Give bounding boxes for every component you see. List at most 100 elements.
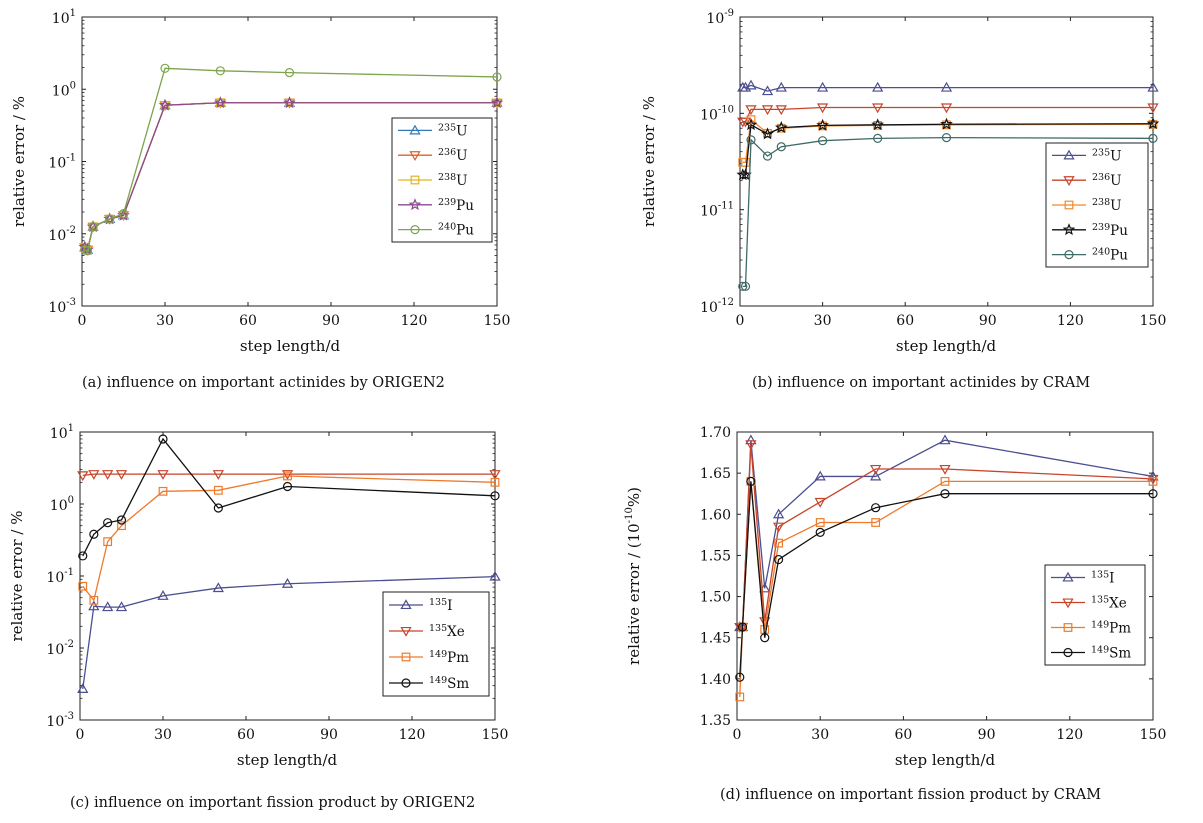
- data-point: [102, 470, 114, 480]
- legend-entry: 149Pm: [389, 649, 469, 666]
- y-tick-label: 10-11: [700, 201, 734, 220]
- legend-marker: [409, 124, 421, 135]
- data-point: [1147, 474, 1159, 485]
- data-point: [774, 538, 783, 548]
- data-point: [1148, 476, 1158, 486]
- x-tick-label: 90: [320, 727, 338, 743]
- data-point: [88, 600, 100, 611]
- series-line: [739, 444, 1154, 628]
- legend-entry: 149Pm: [1051, 620, 1131, 637]
- y-tick-label: 101: [52, 8, 76, 27]
- legend-label: 135I: [429, 597, 452, 614]
- data-point: [82, 246, 93, 256]
- legend-entry: 135I: [389, 597, 452, 614]
- data-point: [745, 434, 757, 445]
- legend-label: 238U: [438, 172, 468, 189]
- x-tick-label: 60: [896, 313, 914, 329]
- chart-b: 0 30 60 90 120 150 10-12 10-11 10-10 10-9 step len…: [640, 8, 1166, 391]
- legend: 235U 236U 238U 239Pu 240Pu: [391, 117, 493, 243]
- x-tick-label: 120: [1056, 727, 1083, 743]
- data-point: [281, 470, 294, 480]
- legend-entry: 239Pu: [1052, 222, 1128, 239]
- legend-marker: [1062, 223, 1076, 236]
- y-tick-label: 1.40: [700, 672, 731, 688]
- y-tick-label: 10-2: [46, 639, 74, 658]
- data-point: [745, 105, 757, 116]
- legend-marker: [410, 225, 420, 235]
- series-line: [742, 123, 1154, 176]
- data-point: [117, 521, 126, 531]
- legend-label: 240Pu: [1092, 247, 1128, 264]
- y-tick-label: 10-2: [48, 225, 76, 244]
- legend-marker: [1063, 623, 1073, 632]
- x-tick-label: 150: [1140, 313, 1167, 329]
- data-point: [817, 136, 828, 146]
- y-axis-label: relative error / (10-10%): [624, 487, 643, 665]
- data-point: [870, 470, 882, 481]
- data-point: [762, 151, 773, 161]
- y-axis-label: relative error / %: [8, 511, 26, 642]
- series-sm-149: [735, 476, 1158, 682]
- legend-entry: 235U: [398, 122, 468, 139]
- legend-label: 135Xe: [429, 623, 465, 640]
- series-i-135: [77, 570, 501, 693]
- data-point: [212, 582, 224, 593]
- data-point: [738, 281, 748, 291]
- data-point: [761, 127, 774, 140]
- data-point: [116, 515, 127, 525]
- x-tick-label: 60: [894, 727, 912, 743]
- chart-caption: (d) influence on important fission produ…: [720, 787, 1101, 803]
- y-tick-label: 101: [50, 423, 74, 442]
- legend-entry: 238U: [1052, 197, 1122, 214]
- legend-label: 149Pm: [429, 649, 469, 666]
- data-point: [1147, 81, 1159, 92]
- data-point: [1147, 103, 1159, 114]
- x-tick-label: 0: [736, 313, 745, 329]
- data-point: [940, 117, 953, 130]
- y-tick-label: 10-3: [46, 711, 74, 730]
- series-line: [84, 67, 498, 252]
- legend-entry: 135Xe: [1051, 595, 1127, 612]
- data-point: [105, 214, 115, 224]
- data-point: [118, 209, 129, 219]
- data-point: [871, 518, 881, 527]
- legend-label: 135Xe: [1091, 595, 1127, 612]
- data-point: [775, 81, 787, 92]
- data-point: [77, 471, 89, 482]
- legend-marker: [1063, 176, 1075, 187]
- data-point: [489, 470, 501, 480]
- series-pm-149: [78, 471, 500, 605]
- x-tick-label: 0: [733, 727, 742, 743]
- legend-marker: [400, 626, 412, 637]
- data-point: [760, 633, 770, 643]
- chart-caption: (c) influence on important fission produ…: [70, 795, 475, 811]
- y-axis-label: relative error / %: [640, 96, 658, 227]
- data-point: [158, 434, 168, 444]
- legend-entry: 236U: [398, 147, 468, 164]
- data-point: [490, 477, 500, 487]
- data-point: [814, 497, 826, 508]
- data-point: [284, 68, 295, 78]
- data-point: [775, 105, 787, 116]
- x-tick-label: 150: [1140, 727, 1167, 743]
- data-point: [1146, 117, 1160, 130]
- legend-label: 149Sm: [429, 675, 469, 692]
- legend-label: 239Pu: [1092, 222, 1128, 239]
- data-point: [283, 96, 296, 109]
- legend-marker: [1063, 149, 1075, 160]
- data-point: [115, 601, 128, 612]
- y-tick-label: 1.45: [700, 631, 731, 647]
- legend-label: 239Pu: [438, 197, 474, 214]
- data-point: [940, 476, 950, 486]
- series-line: [739, 481, 1153, 678]
- legend-entry: 149Sm: [1051, 645, 1131, 662]
- y-tick-label: 10-1: [48, 153, 76, 172]
- data-point: [78, 551, 88, 561]
- legend-marker: [409, 151, 421, 162]
- data-point: [737, 622, 748, 632]
- data-point: [89, 595, 99, 605]
- x-tick-label: 120: [399, 727, 426, 743]
- data-point: [873, 133, 883, 143]
- data-point: [88, 222, 98, 232]
